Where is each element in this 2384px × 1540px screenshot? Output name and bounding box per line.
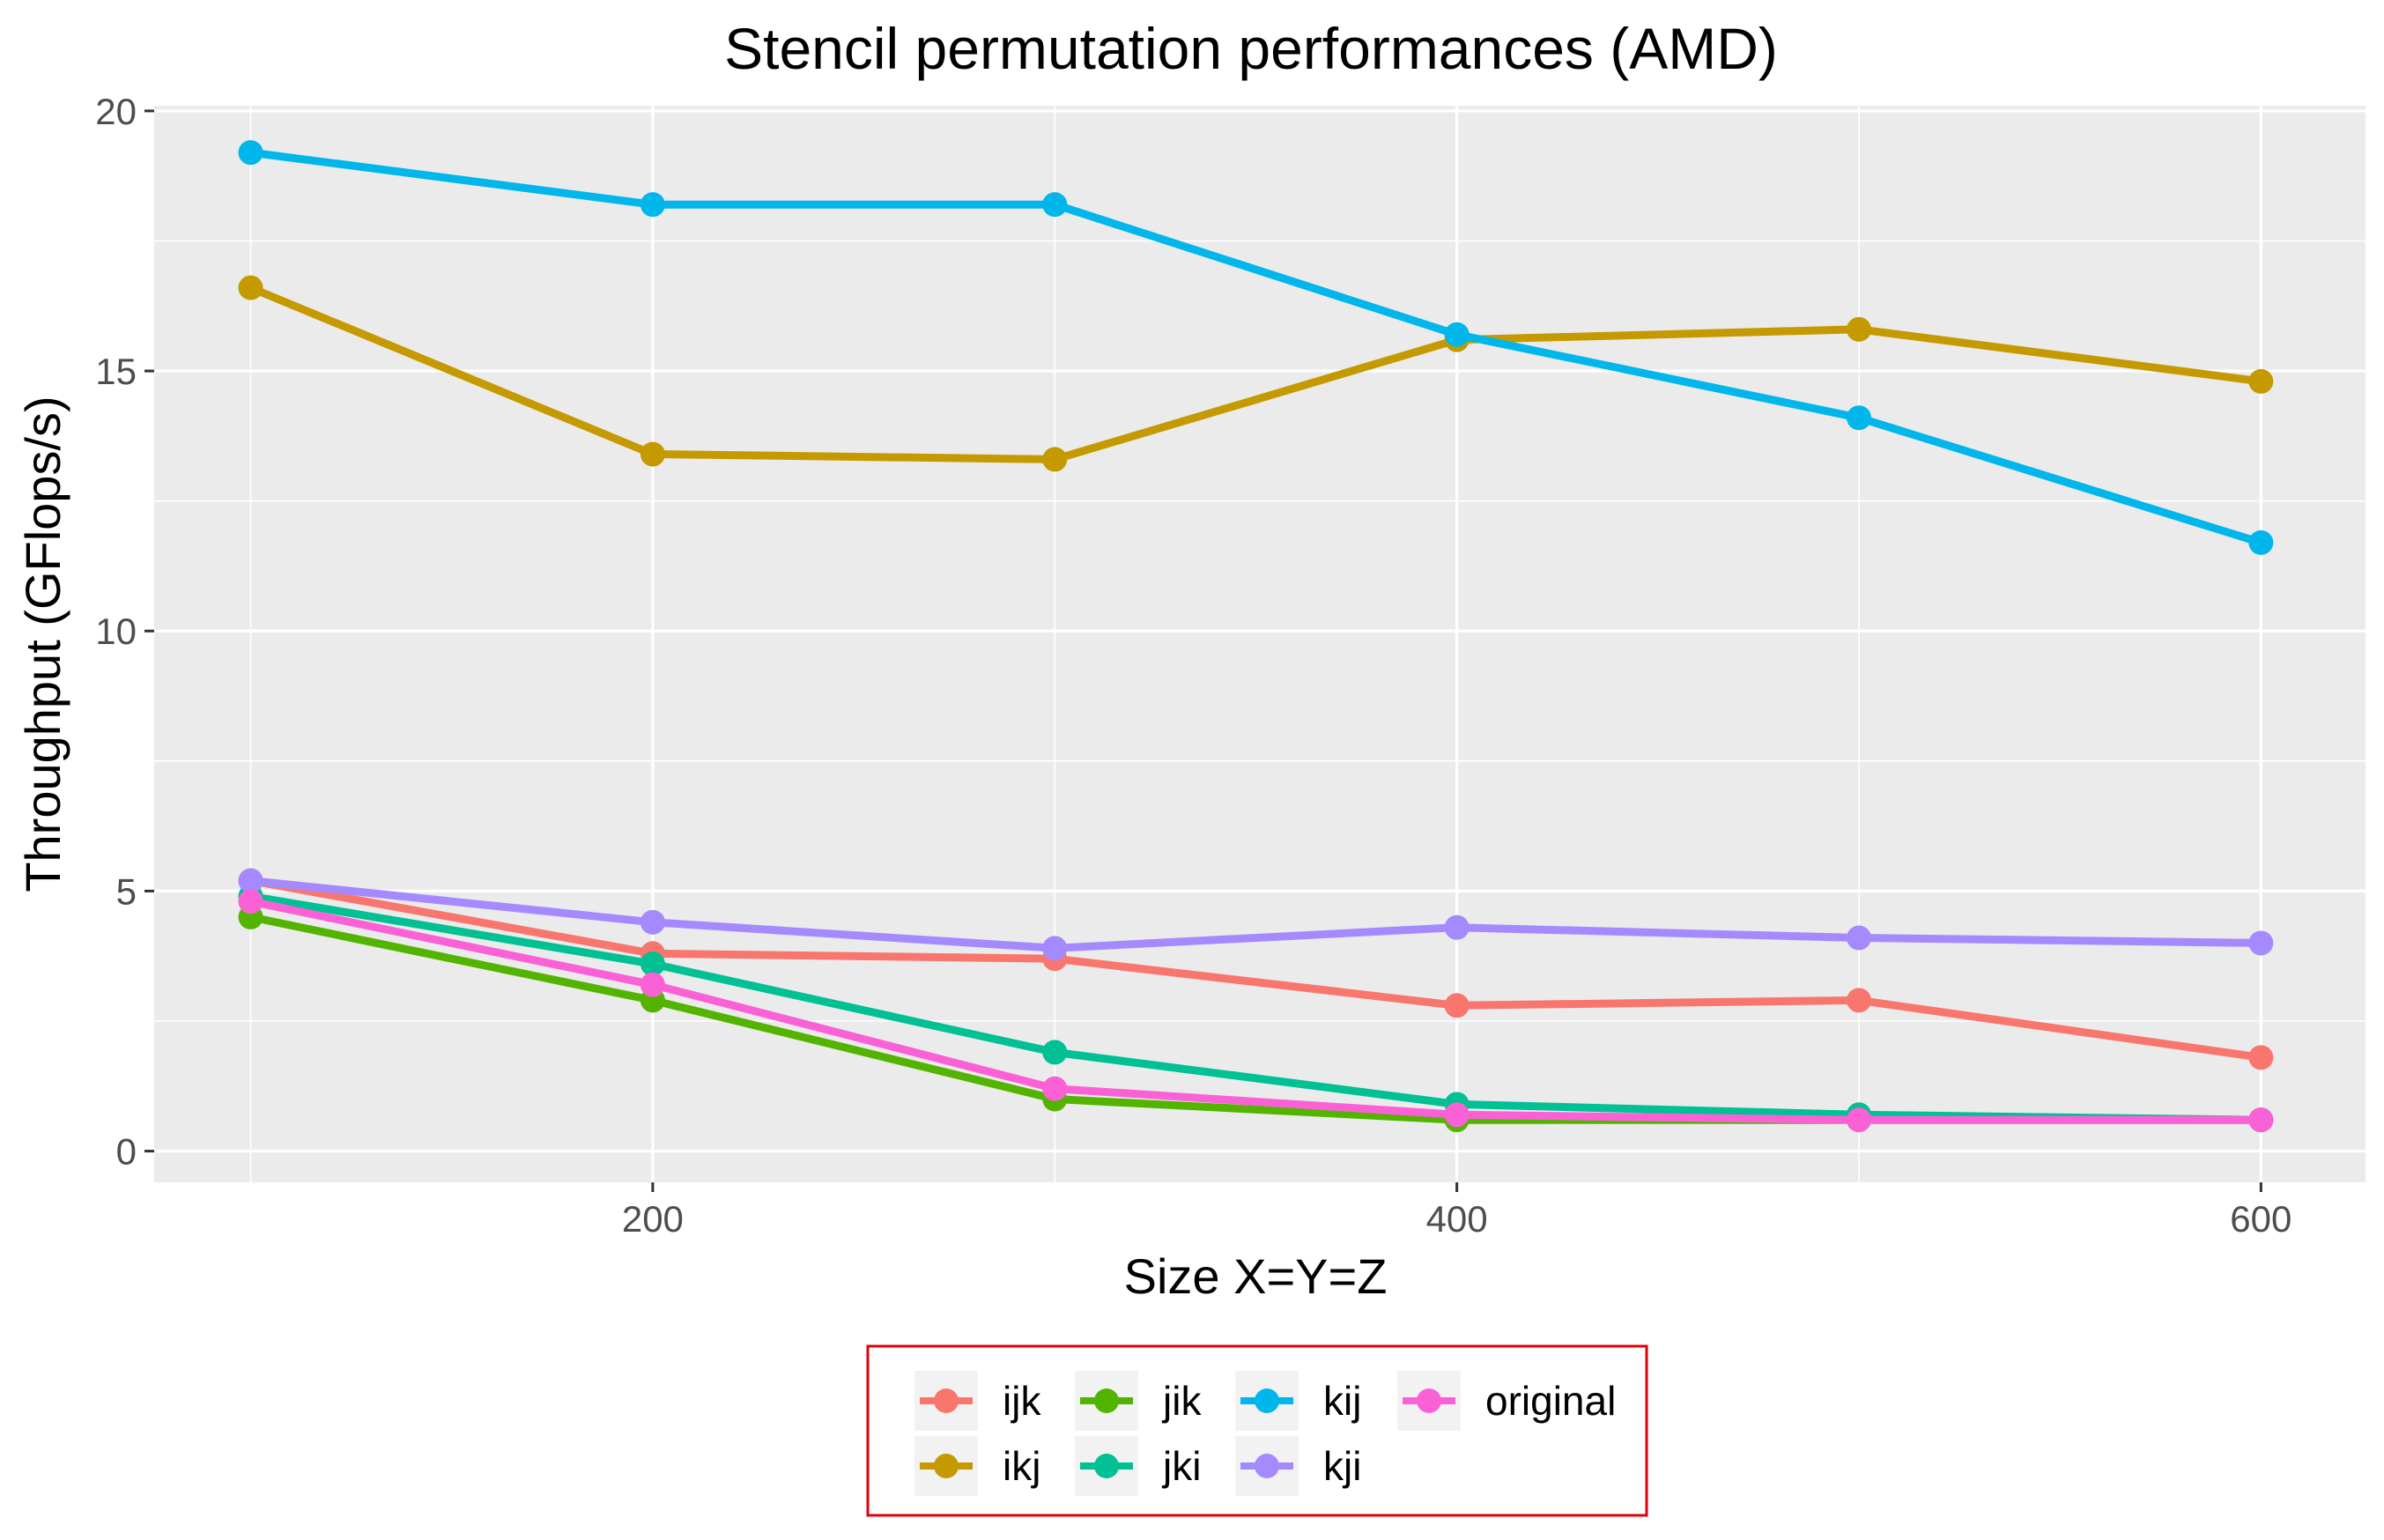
legend-key-point [1094, 1454, 1119, 1478]
legend-item-jki: jki [1075, 1436, 1201, 1496]
legend-key-point [1255, 1388, 1279, 1413]
plot-panel [154, 106, 2365, 1182]
legend-item-ijk: ijk [914, 1371, 1041, 1431]
y-tick-label: 20 [95, 91, 137, 132]
data-point-kji [640, 909, 665, 935]
data-point-original [1846, 1107, 1871, 1133]
y-tick-label: 0 [116, 1131, 137, 1173]
legend-label: original [1485, 1378, 1616, 1424]
data-point-ikj [640, 441, 665, 467]
legend-label: ijk [1003, 1378, 1041, 1424]
legend-items: ijk ikj jik jki kij kji original [914, 1371, 1616, 1496]
legend-label: jki [1161, 1443, 1201, 1489]
series-kij [238, 140, 2274, 555]
legend-item-jik: jik [1075, 1371, 1202, 1431]
data-point-kij [1444, 322, 1470, 347]
y-axis-title: Throughput (GFlops/s) [15, 396, 70, 892]
data-point-kji [1846, 925, 1871, 951]
legend-item-ikj: ikj [914, 1436, 1040, 1496]
series-line-jki [249, 892, 2262, 1124]
data-point-ikj [2248, 368, 2274, 394]
y-tick-label: 10 [95, 611, 137, 652]
data-point-jki [640, 951, 665, 977]
legend-label: kji [1323, 1443, 1361, 1489]
legend: ijk ikj jik jki kij kji original [866, 1344, 1648, 1517]
data-point-jki [1042, 1040, 1068, 1065]
data-point-original [2248, 1107, 2274, 1133]
data-point-kij [1846, 405, 1871, 431]
y-tick-label: 15 [95, 351, 137, 392]
legend-key-point [1094, 1388, 1119, 1413]
series-line-ikj [248, 284, 2262, 463]
legend-item-original: original [1397, 1371, 1616, 1431]
data-point-kij [238, 140, 263, 166]
legend-label: kij [1323, 1378, 1361, 1424]
legend-item-kij: kij [1235, 1371, 1361, 1431]
legend-item-kji: kji [1235, 1436, 1361, 1496]
series-original [238, 889, 2274, 1133]
data-point-original [1042, 1076, 1068, 1101]
data-point-kij [640, 192, 665, 218]
data-point-original [1444, 1102, 1470, 1128]
legend-key-point [934, 1454, 959, 1478]
data-point-original [238, 889, 263, 914]
series-line-original [249, 897, 2262, 1124]
x-tick-label: 600 [2230, 1198, 2291, 1240]
legend-key-point [1255, 1454, 1279, 1478]
data-point-ijk [2248, 1045, 2274, 1070]
legend-key-point [934, 1388, 959, 1413]
axes: 0 5 10 15 20 200 400 600 [95, 91, 2291, 1240]
data-point-kji [238, 868, 263, 893]
data-point-ijk [1444, 993, 1470, 1018]
data-point-kij [2248, 529, 2274, 555]
chart-title: Stencil permutation performances (AMD) [724, 16, 1778, 81]
data-point-original [640, 972, 665, 997]
x-tick-label: 200 [622, 1198, 684, 1240]
x-axis-title: Size X=Y=Z [1124, 1248, 1388, 1304]
data-point-kji [1444, 914, 1470, 940]
legend-key-point [1417, 1388, 1441, 1413]
y-tick-label: 5 [116, 870, 137, 912]
series-line-ijk [249, 877, 2262, 1062]
data-point-ikj [1042, 447, 1068, 472]
series-ijk [238, 868, 2274, 1070]
series-line-kji [250, 877, 2262, 952]
data-point-ikj [238, 275, 263, 300]
x-tick-label: 400 [1426, 1198, 1488, 1240]
series-kji [238, 868, 2274, 961]
legend-label: jik [1161, 1378, 1202, 1424]
data-point-ijk [1846, 988, 1871, 1013]
data-point-kji [1042, 936, 1068, 961]
data-point-ikj [1846, 316, 1871, 342]
legend-label: ikj [1003, 1443, 1040, 1489]
data-point-kij [1042, 192, 1068, 218]
series-line-kij [249, 148, 2262, 547]
data-series [238, 140, 2274, 1133]
data-point-kji [2248, 930, 2274, 956]
